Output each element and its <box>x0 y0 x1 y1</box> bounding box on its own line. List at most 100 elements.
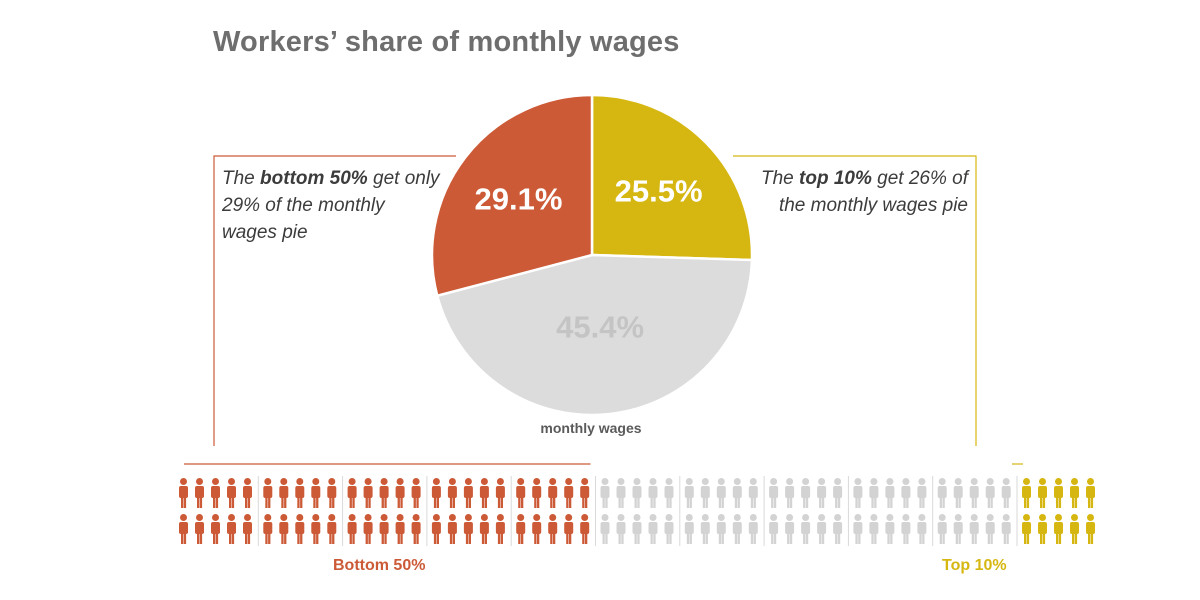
person-icon <box>833 478 843 508</box>
person-icon <box>327 478 337 508</box>
person-icon <box>769 478 779 508</box>
person-icon <box>363 514 373 544</box>
person-icon <box>885 514 895 544</box>
person-icon <box>243 514 252 544</box>
person-icon <box>243 478 252 508</box>
pie-slice-label: 29.1% <box>475 181 563 216</box>
person-icon <box>347 478 357 508</box>
person-icon <box>1038 478 1047 508</box>
person-icon <box>648 478 658 508</box>
person-icon <box>463 478 473 508</box>
person-icon <box>379 478 389 508</box>
chart-title: Workers’ share of monthly wages <box>213 26 680 58</box>
person-icon <box>395 478 405 508</box>
person-icon <box>447 478 457 508</box>
person-icon <box>969 514 979 544</box>
person-icon <box>869 478 879 508</box>
person-icon <box>953 514 963 544</box>
person-icon <box>885 478 895 508</box>
person-icon <box>1001 514 1011 544</box>
pie-slice-label: 25.5% <box>615 173 703 208</box>
person-icon <box>732 478 742 508</box>
person-icon <box>600 478 610 508</box>
person-icon <box>227 478 236 508</box>
person-icon <box>869 514 879 544</box>
person-icon <box>953 478 963 508</box>
person-icon <box>211 478 220 508</box>
person-icon <box>479 514 489 544</box>
person-icon <box>495 514 505 544</box>
person-icon <box>179 514 188 544</box>
pie-caption: monthly wages <box>540 420 641 436</box>
person-icon <box>853 514 863 544</box>
person-icon <box>632 514 642 544</box>
person-icon <box>664 514 674 544</box>
person-icon <box>548 478 558 508</box>
person-icon <box>1022 478 1031 508</box>
person-icon <box>969 478 979 508</box>
person-icon <box>684 514 694 544</box>
person-icon <box>901 514 911 544</box>
person-icon <box>431 478 441 508</box>
person-icon <box>516 514 526 544</box>
person-icon <box>748 478 758 508</box>
person-icon <box>716 514 726 544</box>
person-icon <box>1054 478 1063 508</box>
top-10-connector <box>733 155 977 446</box>
person-icon <box>684 478 694 508</box>
person-icon <box>985 514 995 544</box>
bottom-50-annotation: The bottom 50% get only 29% of the month… <box>222 168 440 243</box>
person-icon <box>1022 514 1031 544</box>
person-icon <box>580 478 590 508</box>
top-10-label: Top 10% <box>942 557 1007 574</box>
person-icon <box>648 514 658 544</box>
pie-slice <box>430 93 594 298</box>
person-icon <box>817 478 827 508</box>
person-icon <box>1054 514 1063 544</box>
person-icon <box>195 514 204 544</box>
person-icon <box>211 514 220 544</box>
person-icon <box>363 478 373 508</box>
person-icon <box>1038 514 1047 544</box>
person-icon <box>985 478 995 508</box>
person-icon <box>227 514 236 544</box>
person-icon <box>917 478 927 508</box>
person-icon <box>548 514 558 544</box>
person-icon <box>833 514 843 544</box>
person-icon <box>817 514 827 544</box>
person-icon <box>279 478 289 508</box>
person-icon <box>732 514 742 544</box>
person-icon <box>1001 478 1011 508</box>
bottom-50-connector <box>213 155 456 446</box>
person-icon <box>495 478 505 508</box>
person-icon <box>263 514 273 544</box>
pie-slice <box>590 93 754 262</box>
person-icon <box>532 514 542 544</box>
person-icon <box>769 514 779 544</box>
person-icon <box>395 514 405 544</box>
person-icon <box>632 478 642 508</box>
people-pictogram <box>179 463 1095 546</box>
person-icon <box>347 514 357 544</box>
person-icon <box>295 514 305 544</box>
person-icon <box>616 514 626 544</box>
person-icon <box>664 478 674 508</box>
bottom-50-label: Bottom 50% <box>333 557 426 574</box>
pie-slice-label: 45.4% <box>556 310 644 345</box>
person-icon <box>564 478 574 508</box>
pie-slice <box>435 253 754 417</box>
person-icon <box>311 478 321 508</box>
person-icon <box>411 478 421 508</box>
person-icon <box>700 514 710 544</box>
person-icon <box>295 478 305 508</box>
person-icon <box>1070 478 1079 508</box>
person-icon <box>600 514 610 544</box>
person-icon <box>901 478 911 508</box>
person-icon <box>1086 478 1095 508</box>
person-icon <box>748 514 758 544</box>
connector-lines <box>213 155 977 446</box>
person-icon <box>179 478 188 508</box>
person-icon <box>279 514 289 544</box>
person-icon <box>311 514 321 544</box>
